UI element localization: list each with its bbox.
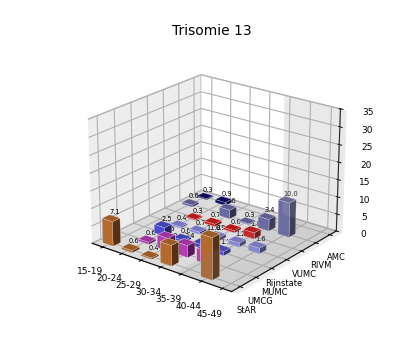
Title: Trisomie 13: Trisomie 13 xyxy=(172,24,252,37)
